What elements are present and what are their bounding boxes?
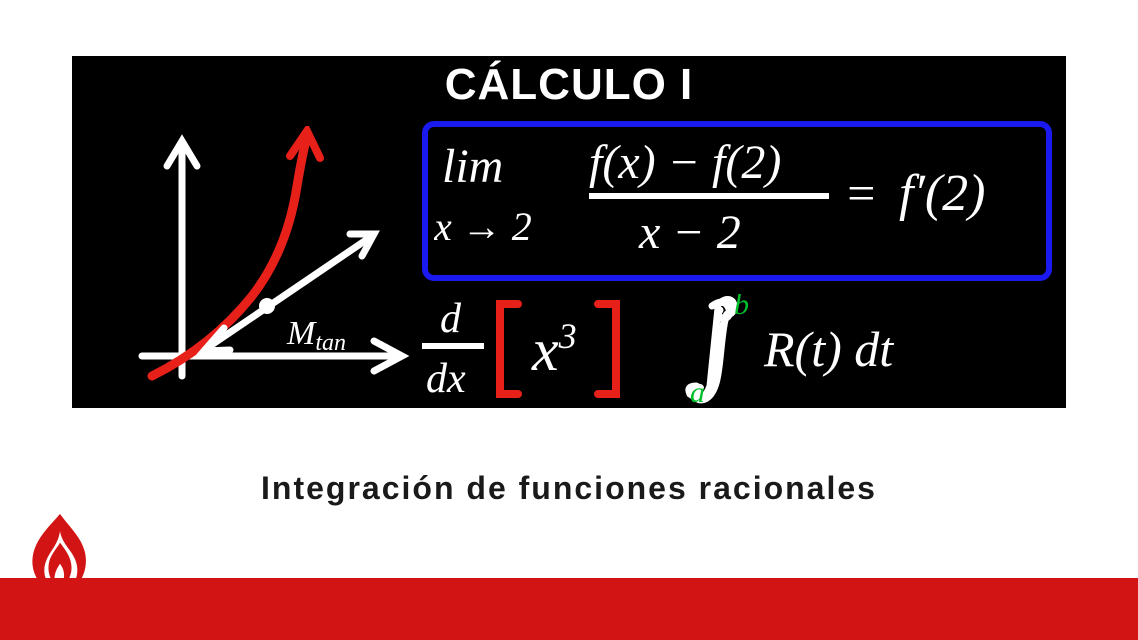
derivative-inside: x3 (531, 316, 577, 383)
tangent-label: Mtan (286, 315, 346, 356)
lim-numerator: f(x) − f(2) (589, 136, 781, 189)
slide-subtitle: Integración de funciones racionales (0, 470, 1138, 507)
limit-formula: lim x → 2 f(x) − f(2) x − 2 = f′(2) (434, 132, 1044, 272)
integral: b a R(t) dt (689, 294, 894, 404)
curve (152, 136, 307, 376)
calculus-graph: Mtan (112, 126, 412, 396)
lim-rhs: f′(2) (899, 165, 985, 222)
board-title: CÁLCULO I (72, 60, 1066, 110)
slide-root: CÁLCULO I (0, 0, 1138, 640)
bottom-bar (0, 578, 1138, 640)
svg-text:d: d (440, 296, 462, 342)
lim-denominator: x − 2 (638, 206, 741, 259)
integral-integrand: R(t) dt (763, 321, 894, 377)
integral-upper: b (734, 294, 749, 321)
lim-equals: = (844, 165, 878, 221)
lim-word: lim (442, 140, 503, 193)
svg-text:dx: dx (426, 356, 466, 402)
integral-lower: a (690, 376, 705, 404)
tangent-point (259, 298, 275, 314)
lim-approach: x → 2 (434, 204, 532, 249)
bottom-formula-row: d dx x3 b a R(t) dt (422, 294, 1062, 404)
derivative-operator: d dx (422, 296, 484, 402)
blackboard: CÁLCULO I (72, 56, 1066, 408)
y-axis (167, 141, 197, 376)
upc-logo (12, 510, 108, 606)
